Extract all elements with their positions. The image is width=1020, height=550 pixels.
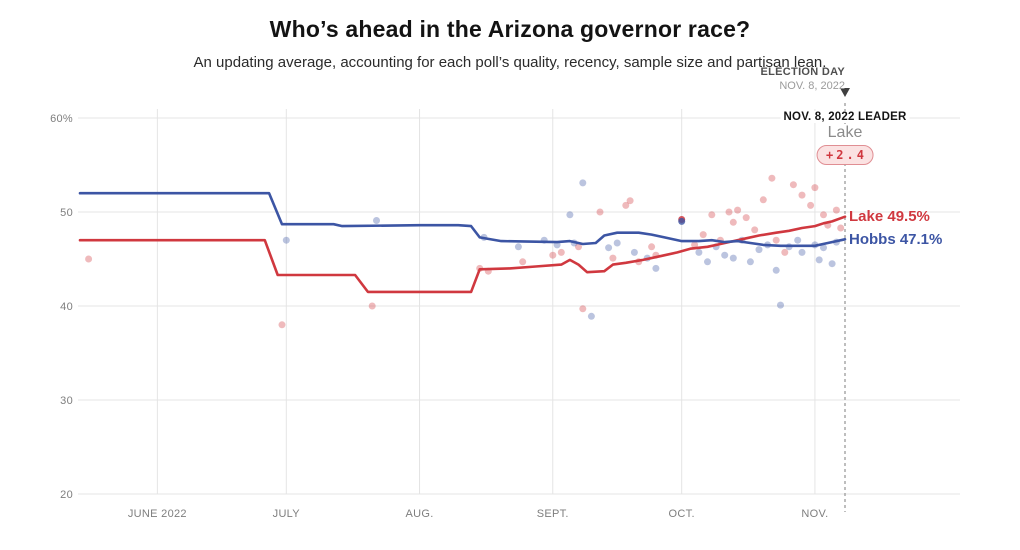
poll-dot-lake xyxy=(734,206,742,214)
poll-dot-lake xyxy=(729,218,737,226)
poll-dot-lake xyxy=(751,226,759,234)
election-day-arrow-icon xyxy=(840,88,850,97)
page-title: Who’s ahead in the Arizona governor race… xyxy=(269,16,751,42)
poll-dot-hobbs xyxy=(678,217,686,225)
poll-dot-hobbs xyxy=(746,258,754,266)
poll-dot-hobbs xyxy=(794,236,802,244)
poll-dot-hobbs xyxy=(815,256,823,264)
poll-dot-lake xyxy=(622,201,630,209)
poll-dot-hobbs xyxy=(373,217,380,224)
poll-dot-lake xyxy=(837,224,845,232)
poll-dot-hobbs xyxy=(587,312,595,320)
y-tick-label: 30 xyxy=(60,395,73,407)
election-day-date: NOV. 8, 2022 xyxy=(779,80,845,92)
poll-dot-lake xyxy=(759,196,767,204)
page-subtitle: An updating average, accounting for each… xyxy=(193,54,827,71)
poll-dot-lake xyxy=(575,243,582,251)
poll-dot-hobbs xyxy=(798,248,806,256)
poll-dot-lake xyxy=(832,206,840,214)
x-tick-label: NOV. xyxy=(801,508,828,520)
poll-dot-hobbs xyxy=(605,244,613,252)
poll-dot-lake xyxy=(798,191,806,199)
poll-dot-hobbs xyxy=(630,248,638,256)
poll-dot-lake xyxy=(768,174,776,182)
lake-end-label: Lake 49.5% xyxy=(849,208,930,225)
poll-dot-lake xyxy=(772,236,780,244)
poll-dot-hobbs xyxy=(514,243,522,251)
poll-dot-lake xyxy=(699,231,707,239)
leader-margin-badge: +2.4 xyxy=(816,145,874,165)
y-tick-label: 60% xyxy=(50,113,73,125)
poll-dot-hobbs xyxy=(721,251,729,259)
poll-dot-lake xyxy=(789,181,797,189)
leader-caption: NOV. 8, 2022 LEADER xyxy=(780,111,910,123)
election-day-annotation: ELECTION DAY NOV. 8, 2022 xyxy=(761,66,845,92)
x-tick-label: SEPT. xyxy=(537,508,569,520)
hobbs-end-label: Hobbs 47.1% xyxy=(849,231,943,248)
poll-dot-lake xyxy=(557,248,565,256)
x-tick-label: JUNE 2022 xyxy=(128,508,187,520)
poll-dot-hobbs xyxy=(729,254,737,262)
poll-dot-hobbs xyxy=(579,179,587,187)
poll-dot-hobbs xyxy=(772,266,780,274)
y-tick-label: 40 xyxy=(60,301,73,313)
poll-dot-lake xyxy=(368,302,376,310)
poll-dot-hobbs xyxy=(820,244,827,252)
x-tick-label: JULY xyxy=(273,508,301,520)
poll-dot-hobbs xyxy=(652,264,660,272)
poll-dot-hobbs xyxy=(566,211,574,219)
poll-dot-hobbs xyxy=(828,260,836,268)
x-tick-label: AUG. xyxy=(405,508,433,520)
leader-name: Lake xyxy=(823,124,867,142)
poll-dot-hobbs xyxy=(755,246,763,254)
poll-dot-lake xyxy=(648,243,656,251)
poll-dot-lake xyxy=(579,305,587,313)
poll-dot-lake xyxy=(725,208,733,216)
poll-dot-lake xyxy=(519,258,527,266)
poll-dot-lake xyxy=(85,255,93,263)
poll-dot-lake xyxy=(742,214,750,222)
poll-dot-lake xyxy=(278,321,286,329)
poll-dot-hobbs xyxy=(613,239,621,247)
leader-annotation: NOV. 8, 2022 LEADER Lake +2.4 xyxy=(780,111,910,165)
election-day-label: ELECTION DAY xyxy=(760,66,845,78)
poll-dot-lake xyxy=(626,197,634,205)
trend-line-lake xyxy=(78,215,847,294)
poll-dot-lake xyxy=(691,241,699,249)
poll-dot-lake xyxy=(811,184,819,192)
poll-dot-hobbs xyxy=(777,301,784,309)
poll-dot-lake xyxy=(596,208,604,216)
poll-dot-hobbs xyxy=(282,236,290,244)
y-tick-label: 20 xyxy=(60,489,73,501)
poll-dot-lake xyxy=(807,201,815,209)
poll-dot-hobbs xyxy=(695,248,703,256)
x-tick-label: OCT. xyxy=(669,508,695,520)
y-tick-label: 50 xyxy=(60,207,73,219)
trend-line-hobbs xyxy=(78,191,847,248)
poll-dot-lake xyxy=(820,211,827,219)
poll-dot-lake xyxy=(609,254,617,262)
poll-dot-hobbs xyxy=(704,258,711,266)
poll-dot-lake xyxy=(781,248,789,256)
poll-dot-lake xyxy=(549,251,557,259)
poll-dot-lake xyxy=(708,211,716,219)
